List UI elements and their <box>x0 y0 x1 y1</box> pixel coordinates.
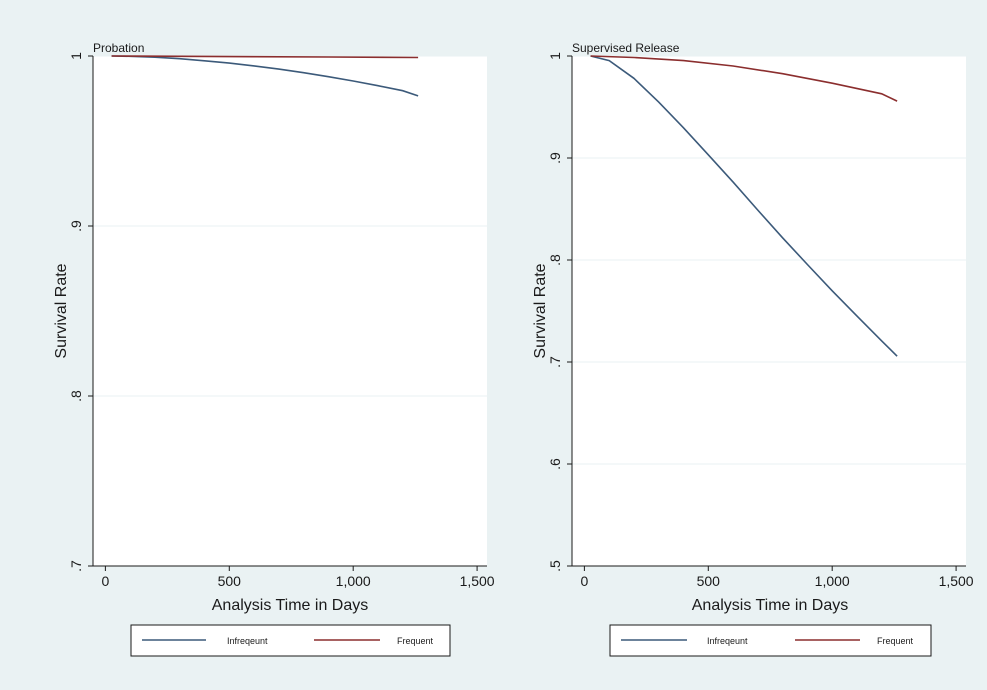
chart-title: Supervised Release <box>572 41 680 55</box>
legend-label-frequent: Frequent <box>877 636 914 646</box>
y-tick-label: .9 <box>547 152 563 164</box>
series-line-infrequent <box>111 55 419 97</box>
series-line-frequent <box>590 55 898 102</box>
y-tick-label: .8 <box>68 390 84 402</box>
chart-title: Probation <box>93 41 144 55</box>
series-lines <box>590 55 898 357</box>
series-line-frequent <box>111 55 419 59</box>
x-axis-label: Analysis Time in Days <box>212 597 369 614</box>
y-axis-label: Survival Rate <box>53 263 70 358</box>
chart-supervised-release: Supervised Release .5 .6 .7 .8 .9 1 0 500 1,000… <box>532 41 974 657</box>
y-ticks: .5 .6 .7 .8 .9 1 <box>547 52 572 572</box>
x-tick-label: 1,000 <box>815 573 850 589</box>
legend-label-infrequent: Infreqeunt <box>707 636 748 646</box>
x-tick-label: 1,500 <box>460 573 495 589</box>
y-tick-label: .8 <box>547 254 563 266</box>
series-line-infrequent <box>590 55 898 357</box>
x-axis-label: Analysis Time in Days <box>692 597 849 614</box>
plot-area <box>572 56 966 566</box>
legend: Infreqeunt Frequent <box>609 624 932 657</box>
x-tick-label: 1,000 <box>336 573 371 589</box>
series-lines <box>111 55 419 97</box>
legend-label-infrequent: Infreqeunt <box>227 636 268 646</box>
plot-area <box>93 56 487 566</box>
x-ticks: 0 500 1,000 1,500 <box>101 566 495 589</box>
x-tick-label: 500 <box>697 573 721 589</box>
x-tick-label: 500 <box>218 573 242 589</box>
y-tick-label: .6 <box>547 458 563 470</box>
y-tick-label: 1 <box>68 52 84 60</box>
y-tick-label: 1 <box>547 52 563 60</box>
x-tick-label: 0 <box>101 573 109 589</box>
x-ticks: 0 500 1,000 1,500 <box>580 566 974 589</box>
y-tick-label: .7 <box>68 560 84 572</box>
x-tick-label: 1,500 <box>939 573 974 589</box>
legend-label-frequent: Frequent <box>397 636 434 646</box>
legend: Infreqeunt Frequent <box>130 624 451 657</box>
y-tick-label: .7 <box>547 356 563 368</box>
y-ticks: .7 .8 .9 1 <box>68 52 93 572</box>
x-tick-label: 0 <box>580 573 588 589</box>
chart-probation: Probation .7 .8 .9 1 0 500 1,000 1,500 Surviva… <box>53 41 495 657</box>
y-tick-label: .9 <box>68 220 84 232</box>
y-axis-label: Survival Rate <box>532 263 549 358</box>
y-tick-label: .5 <box>547 560 563 572</box>
